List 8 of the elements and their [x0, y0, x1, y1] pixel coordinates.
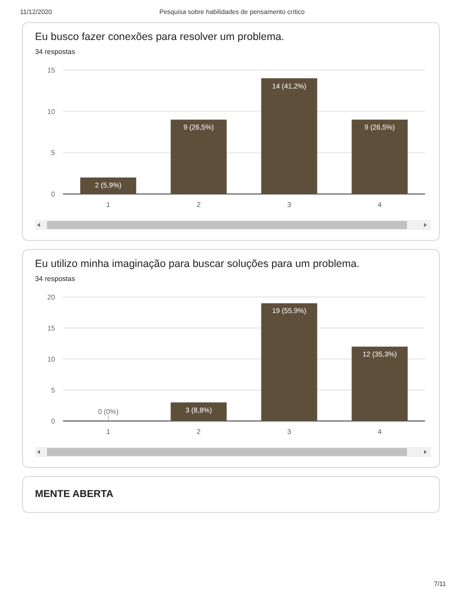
chart-title: Eu busco fazer conexões para resolver um problema. [35, 31, 286, 43]
text: MENTE ABERTA [35, 489, 114, 500]
bar [261, 303, 318, 421]
bar [352, 120, 408, 194]
bar [170, 120, 227, 194]
chart-title: Eu utilizo minha imaginação para buscar soluções para um problema. [35, 258, 361, 270]
bar [261, 78, 318, 194]
bar [352, 346, 408, 421]
